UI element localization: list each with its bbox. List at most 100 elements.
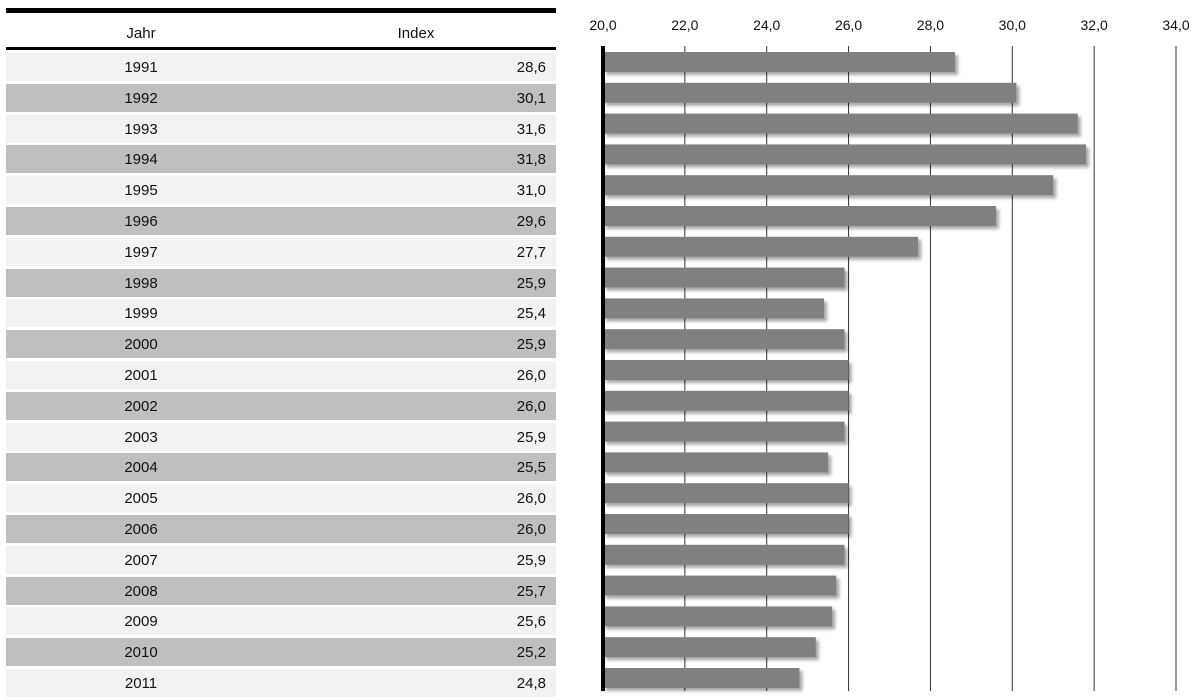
table-row: 2007 25,9 (6, 545, 556, 574)
row-year: 2006 (124, 520, 158, 538)
row-year: 1999 (124, 305, 158, 323)
bar (603, 483, 849, 504)
bar (603, 52, 955, 72)
row-year: 2011 (124, 674, 158, 692)
row-index-value: 25,9 (516, 336, 546, 354)
table-row: 2002 26,0 (6, 391, 556, 420)
row-index-value: 25,5 (516, 459, 546, 477)
x-tick-label: 28,0 (917, 17, 944, 33)
table-header-rule (6, 47, 556, 50)
row-index-value: 31,0 (516, 182, 546, 200)
row-year: 2010 (124, 644, 158, 662)
row-year: 1991 (124, 59, 158, 76)
row-index-value: 27,7 (516, 243, 546, 261)
x-tick-label: 34,0 (1162, 17, 1189, 33)
bar (603, 421, 845, 442)
table-row: 2011 24,8 (6, 668, 556, 697)
bar (603, 206, 996, 226)
table-row: 1994 31,8 (6, 145, 556, 174)
row-index-value: 29,6 (516, 212, 546, 230)
row-year: 1997 (124, 243, 158, 261)
table-row: 1999 25,4 (6, 299, 556, 328)
bar (603, 637, 816, 658)
table-header-row: Jahr Index (6, 13, 556, 47)
bar (603, 514, 849, 534)
x-tick-label: 30,0 (999, 17, 1026, 33)
table-row: 2010 25,2 (6, 638, 556, 667)
bar (603, 175, 1054, 196)
table-row: 1993 31,6 (6, 114, 556, 143)
row-year: 2002 (124, 397, 158, 415)
table-row: 2001 26,0 (6, 360, 556, 389)
x-tick-label: 26,0 (835, 17, 862, 33)
bar (603, 544, 845, 565)
table-row: 1996 29,6 (6, 206, 556, 235)
bar (603, 298, 825, 319)
x-tick-label: 24,0 (753, 17, 780, 33)
table-row: 2005 26,0 (6, 484, 556, 513)
bar (603, 360, 849, 380)
row-year: 1994 (124, 151, 158, 169)
row-year: 2003 (124, 428, 158, 446)
row-year: 2005 (124, 490, 158, 508)
row-index-value: 25,2 (516, 644, 546, 662)
row-year: 2009 (124, 613, 158, 631)
row-index-value: 25,9 (516, 551, 546, 569)
table-row: 2008 25,7 (6, 576, 556, 605)
row-index-value: 26,0 (516, 490, 546, 508)
row-year: 2007 (124, 551, 158, 569)
row-index-value: 26,0 (516, 397, 546, 415)
table-row: 1998 25,9 (6, 268, 556, 297)
table-body: 1991 28,6 1992 30,1 1993 31,6 1994 31,8 1995 31,0… (6, 53, 556, 697)
bar (603, 575, 837, 596)
row-year: 2001 (124, 366, 158, 384)
row-index-value: 25,9 (516, 274, 546, 292)
table-row: 2004 25,5 (6, 453, 556, 482)
bar (603, 236, 919, 257)
row-index-value: 25,7 (516, 582, 546, 600)
row-year: 1996 (124, 212, 158, 230)
row-index-value: 30,1 (516, 89, 546, 107)
row-index-value: 28,6 (516, 59, 546, 76)
x-tick-label: 20,0 (589, 17, 616, 33)
row-index-value: 25,6 (516, 613, 546, 631)
row-index-value: 25,9 (516, 428, 546, 446)
header-index: Index (397, 25, 435, 42)
bar (603, 668, 800, 688)
header-year: Jahr (126, 25, 156, 42)
bar (603, 113, 1078, 134)
bar (603, 144, 1086, 165)
data-table: Jahr Index 1991 28,6 1992 30,1 1993 31,6 1994 3… (6, 8, 556, 700)
table-row: 1991 28,6 (6, 53, 556, 81)
row-year: 2000 (124, 336, 158, 354)
row-index-value: 25,4 (516, 305, 546, 323)
bar (603, 452, 829, 473)
row-year: 1995 (124, 182, 158, 200)
table-top-rule (6, 8, 556, 13)
row-index-value: 24,8 (516, 674, 546, 692)
row-year: 2008 (124, 582, 158, 600)
table-row: 2006 26,0 (6, 514, 556, 543)
table-row: 1997 27,7 (6, 237, 556, 266)
row-index-value: 31,6 (516, 120, 546, 138)
row-year: 1993 (124, 120, 158, 138)
x-tick-label: 32,0 (1081, 17, 1108, 33)
x-tick-label: 22,0 (671, 17, 698, 33)
row-index-value: 31,8 (516, 151, 546, 169)
table-row: 1995 31,0 (6, 176, 556, 205)
table-row: 2009 25,6 (6, 607, 556, 636)
table-row: 1992 30,1 (6, 83, 556, 112)
row-index-value: 26,0 (516, 366, 546, 384)
bar (603, 82, 1017, 103)
bar (603, 329, 845, 350)
row-year: 1992 (124, 89, 158, 107)
row-year: 1998 (124, 274, 158, 292)
row-year: 2004 (124, 459, 158, 477)
bar (603, 606, 833, 627)
bar (603, 267, 845, 288)
bar (603, 390, 849, 411)
table-row: 2003 25,9 (6, 422, 556, 451)
row-index-value: 26,0 (516, 520, 546, 538)
table-row: 2000 25,9 (6, 330, 556, 359)
